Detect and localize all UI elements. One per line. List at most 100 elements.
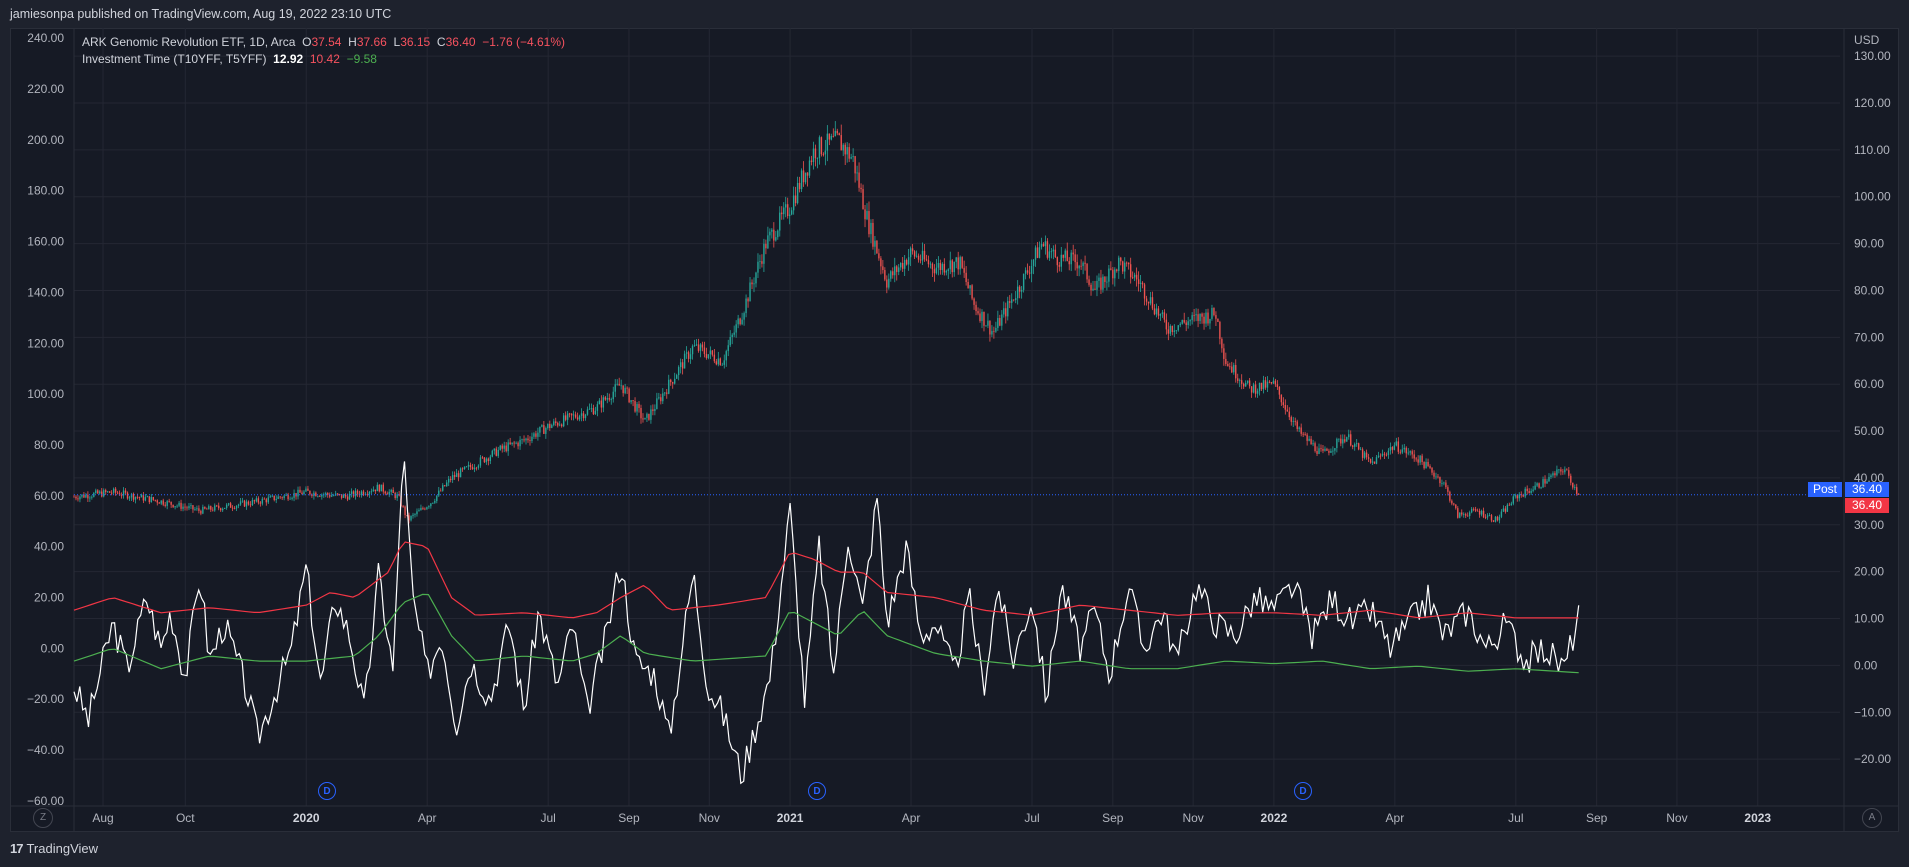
candle-body xyxy=(114,488,117,493)
candle-body xyxy=(269,496,271,498)
candle-body xyxy=(519,439,521,447)
candle-body xyxy=(1199,313,1201,321)
candle-body xyxy=(866,211,868,220)
candle-body xyxy=(979,313,981,321)
candle-body xyxy=(1332,450,1334,452)
chart-frame[interactable] xyxy=(10,28,1899,832)
candle-body xyxy=(1429,466,1431,468)
zoom-button[interactable]: Z xyxy=(33,808,53,828)
candle-body xyxy=(513,442,515,444)
candle-body xyxy=(1560,469,1562,472)
candle-body xyxy=(110,492,113,494)
candle-body xyxy=(432,502,434,504)
candle-body xyxy=(79,496,81,500)
candle-body xyxy=(289,498,291,500)
candle-body xyxy=(693,345,696,347)
candle-body xyxy=(283,495,285,499)
dividend-marker[interactable]: D xyxy=(1294,782,1312,800)
candle-body xyxy=(533,433,535,437)
candle-body xyxy=(1145,298,1148,302)
candle-body xyxy=(741,319,743,325)
candle-body xyxy=(402,506,404,507)
candle-body xyxy=(1005,308,1007,317)
candle-body xyxy=(465,466,468,468)
auto-scale-button[interactable]: A xyxy=(1862,808,1882,828)
candle-body xyxy=(919,259,922,261)
candle-body xyxy=(539,426,541,433)
candle-body xyxy=(761,261,763,264)
candle-body xyxy=(537,432,539,437)
candle-body xyxy=(1248,380,1251,387)
x-axis-tick-label: Jul xyxy=(1024,811,1039,825)
candle-body xyxy=(1072,252,1074,255)
right-axis-tick-label: 120.00 xyxy=(1854,96,1891,110)
candle-body xyxy=(923,250,926,260)
x-axis-tick-label: Jul xyxy=(1508,811,1523,825)
candle-body xyxy=(553,421,555,426)
candle-body xyxy=(453,475,456,477)
candle-body xyxy=(1574,487,1576,488)
x-axis-tick-label: Apr xyxy=(1386,811,1405,825)
candle-body xyxy=(1524,488,1526,497)
candle-body xyxy=(281,497,283,499)
candle-body xyxy=(463,466,466,469)
candle-body xyxy=(898,267,900,272)
candle-body xyxy=(1449,491,1451,501)
candle-body xyxy=(457,473,460,478)
candle-body xyxy=(188,506,190,509)
close-label: C xyxy=(436,35,446,49)
candle-body xyxy=(81,494,83,497)
right-axis-tick-label: 40.00 xyxy=(1854,471,1884,485)
candle-body xyxy=(814,148,817,159)
candle-body xyxy=(414,514,416,515)
candle-body xyxy=(190,505,192,507)
candle-body xyxy=(263,498,266,500)
candle-body xyxy=(1167,329,1170,334)
candle-body xyxy=(1022,273,1025,290)
candle-body xyxy=(983,311,985,326)
candle-body xyxy=(1278,386,1281,395)
right-axis-tick-label: 90.00 xyxy=(1854,237,1884,251)
indicator-legend[interactable]: Investment Time (T10YFF, T5YFF) 12.92 10… xyxy=(82,52,377,66)
candle-body xyxy=(1233,365,1235,373)
candle-body xyxy=(505,445,507,452)
candle-body xyxy=(985,325,987,327)
candle-body xyxy=(126,492,129,499)
x-axis-tick-label: Sep xyxy=(1586,811,1608,825)
candle-body xyxy=(1359,449,1362,451)
candle-body xyxy=(858,172,860,188)
candle-body xyxy=(1504,508,1507,512)
candle-body xyxy=(1502,508,1505,512)
candle-body xyxy=(346,496,349,500)
candle-body xyxy=(1354,444,1356,447)
candle-body xyxy=(580,413,583,416)
candle-body xyxy=(1425,461,1427,469)
candle-body xyxy=(602,397,605,408)
candle-body xyxy=(846,147,848,155)
candle-body xyxy=(1098,277,1100,281)
dividend-marker[interactable]: D xyxy=(808,782,826,800)
candle-body xyxy=(586,409,589,415)
dividend-marker[interactable]: D xyxy=(318,782,336,800)
candle-body xyxy=(1508,504,1511,506)
candle-body xyxy=(1320,448,1322,450)
candle-body xyxy=(882,266,884,271)
symbol-legend[interactable]: ARK Genomic Revolution ETF, 1D, Arca O37… xyxy=(82,35,565,49)
candle-body xyxy=(1139,282,1142,284)
candle-body xyxy=(507,442,509,452)
tradingview-logo[interactable]: 17 TradingView xyxy=(10,841,98,856)
symbol-name[interactable]: ARK Genomic Revolution ETF, 1D, Arca xyxy=(82,35,296,49)
candle-body xyxy=(398,494,400,496)
candle-body xyxy=(991,330,993,335)
candle-body xyxy=(1165,319,1168,330)
candle-body xyxy=(816,158,819,159)
candle-body xyxy=(856,172,858,174)
candle-body xyxy=(1024,270,1027,274)
candle-body xyxy=(616,383,618,385)
candle-body xyxy=(77,498,79,500)
indicator-name[interactable]: Investment Time (T10YFF, T5YFF) xyxy=(82,52,267,66)
candle-body xyxy=(479,457,482,466)
candle-body xyxy=(95,490,97,493)
candle-body xyxy=(495,448,497,456)
